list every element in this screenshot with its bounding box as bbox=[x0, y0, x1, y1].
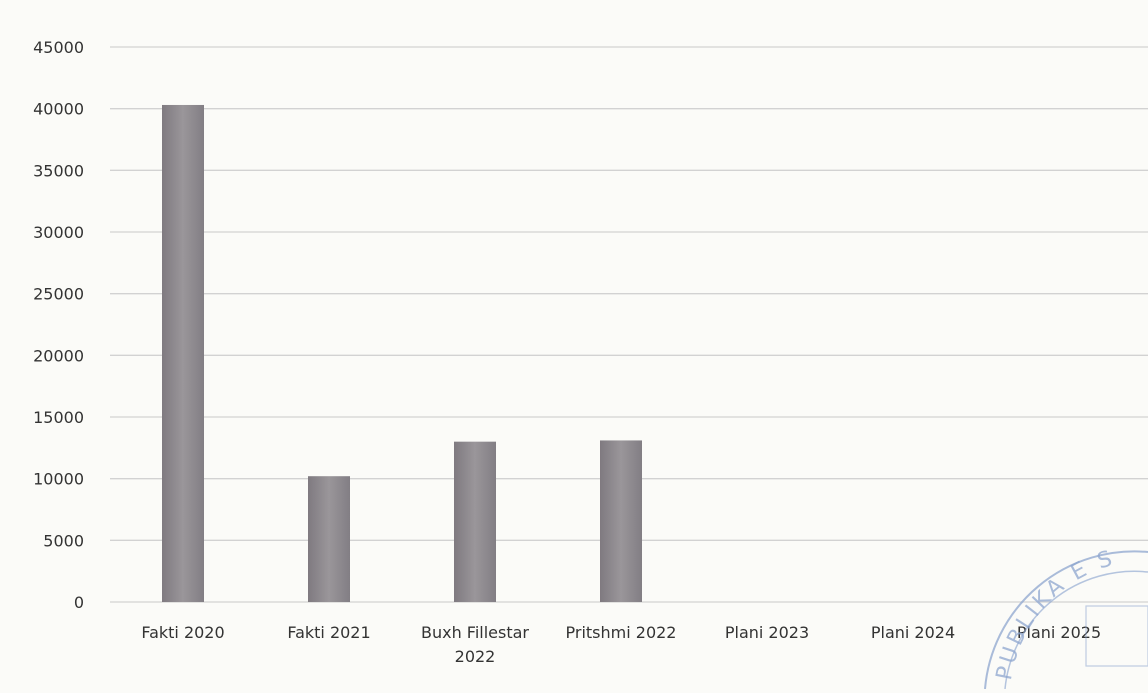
y-tick-label: 45000 bbox=[33, 38, 84, 57]
x-tick-label-line: Fakti 2021 bbox=[287, 623, 370, 642]
y-tick-label: 15000 bbox=[33, 408, 84, 427]
y-tick-label: 40000 bbox=[33, 100, 84, 119]
y-tick-label: 30000 bbox=[33, 223, 84, 242]
stamp-emblem bbox=[1085, 605, 1148, 667]
stamp-outer-ring bbox=[984, 550, 1148, 690]
x-tick-label-line: 2022 bbox=[455, 647, 496, 666]
x-tick-label: Buxh Fillestar 2022 bbox=[421, 623, 529, 666]
x-tick-label: Plani 2025 bbox=[1017, 623, 1101, 642]
x-tick-label: Plani 2023 bbox=[725, 623, 809, 642]
y-tick-label: 5000 bbox=[43, 531, 84, 550]
x-tick-label-line: Plani 2025 bbox=[1017, 623, 1101, 642]
official-stamp: PUBLIKA E S bbox=[984, 546, 1148, 690]
y-tick-label: 20000 bbox=[33, 346, 84, 365]
x-tick-label-line: Pritshmi 2022 bbox=[566, 623, 677, 642]
x-tick-label: Fakti 2020 bbox=[141, 623, 224, 642]
bar bbox=[308, 476, 350, 602]
x-tick-label: Pritshmi 2022 bbox=[566, 623, 677, 642]
bar bbox=[454, 441, 496, 602]
y-axis-ticks: 0 5000 10000 15000 20000 25000 30000 35000 40000… bbox=[33, 38, 84, 612]
x-tick-label-line: Buxh Fillestar bbox=[421, 623, 529, 642]
x-tick-label-line: Plani 2024 bbox=[871, 623, 955, 642]
stamp-text: PUBLIKA E S bbox=[992, 546, 1118, 683]
gridlines bbox=[110, 46, 1148, 603]
y-tick-label: 25000 bbox=[33, 285, 84, 304]
x-tick-label: Fakti 2021 bbox=[287, 623, 370, 642]
x-axis-ticks: Fakti 2020 Fakti 2021 Buxh Fillestar 2022 Pr… bbox=[141, 623, 1101, 666]
bars bbox=[162, 104, 642, 602]
bar bbox=[600, 440, 642, 602]
y-tick-label: 35000 bbox=[33, 161, 84, 180]
stamp-inner-ring bbox=[1004, 570, 1148, 690]
x-tick-label: Plani 2024 bbox=[871, 623, 955, 642]
bar bbox=[162, 104, 204, 602]
x-tick-label-line: Plani 2023 bbox=[725, 623, 809, 642]
y-tick-label: 0 bbox=[74, 593, 84, 612]
x-tick-label-line: Fakti 2020 bbox=[141, 623, 224, 642]
y-tick-label: 10000 bbox=[33, 470, 84, 489]
